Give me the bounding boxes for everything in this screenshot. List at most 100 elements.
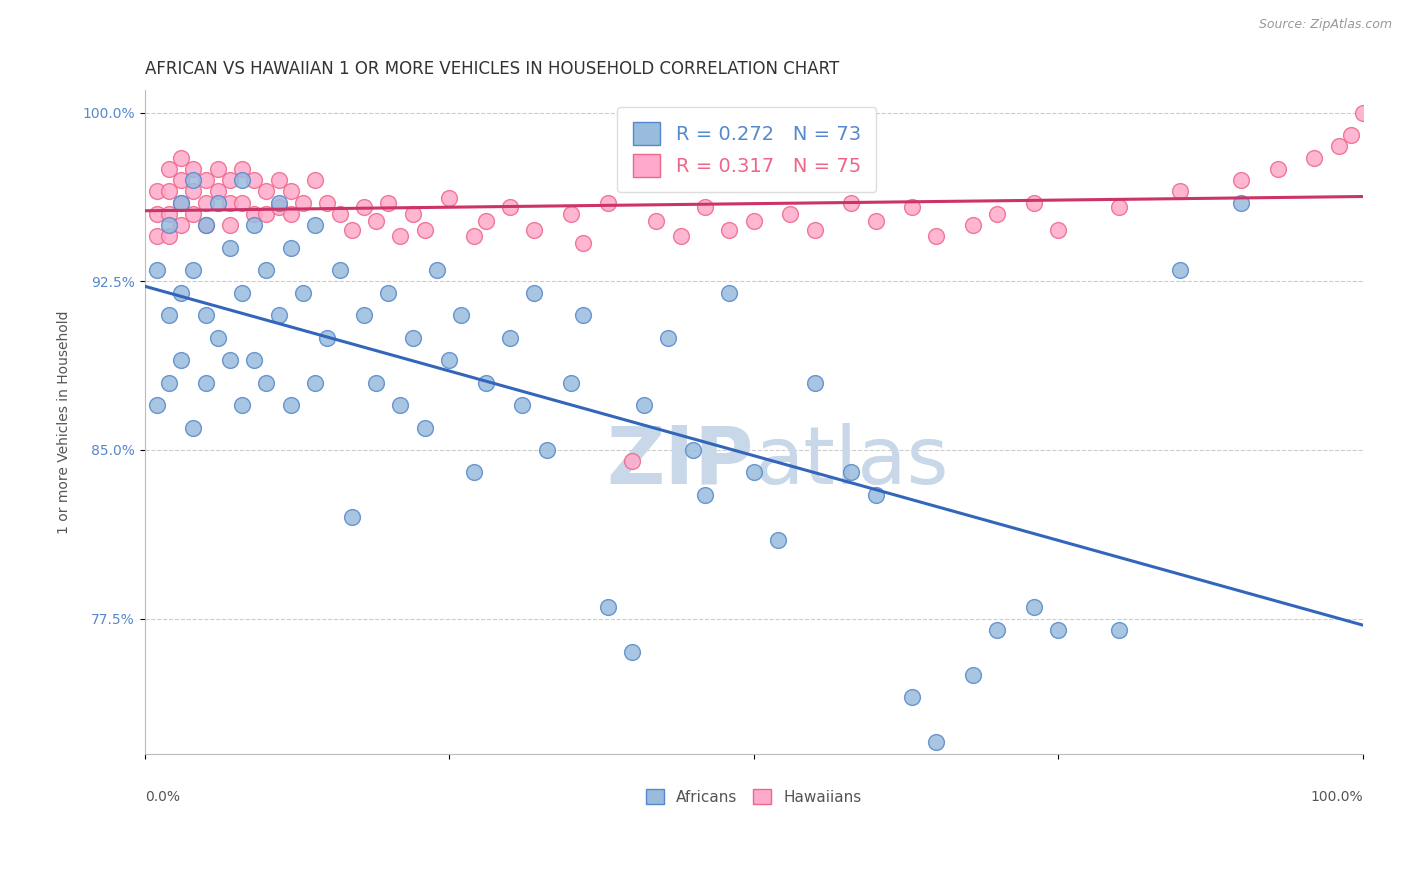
Point bbox=[437, 191, 460, 205]
Point bbox=[207, 330, 229, 344]
Point bbox=[207, 185, 229, 199]
Point bbox=[183, 185, 205, 199]
Point bbox=[243, 218, 266, 232]
Point bbox=[194, 218, 217, 232]
Point bbox=[256, 376, 278, 390]
Point bbox=[560, 376, 582, 390]
Point bbox=[1168, 185, 1191, 199]
Point bbox=[1022, 600, 1045, 615]
Point bbox=[207, 195, 229, 210]
Point bbox=[803, 222, 825, 236]
Point bbox=[865, 488, 887, 502]
Point bbox=[901, 690, 924, 705]
Point bbox=[693, 488, 716, 502]
Point bbox=[1267, 161, 1289, 176]
Point bbox=[157, 376, 180, 390]
Point bbox=[1327, 139, 1350, 153]
Point bbox=[474, 213, 496, 227]
Point bbox=[803, 376, 825, 390]
Point bbox=[766, 533, 789, 547]
Point bbox=[256, 185, 278, 199]
Point bbox=[329, 263, 352, 277]
Point bbox=[219, 218, 242, 232]
Point bbox=[1108, 200, 1130, 214]
Point bbox=[1230, 195, 1253, 210]
Point bbox=[183, 207, 205, 221]
Point bbox=[157, 308, 180, 322]
Point bbox=[231, 161, 253, 176]
Point bbox=[194, 376, 217, 390]
Point bbox=[839, 195, 862, 210]
Point bbox=[194, 218, 217, 232]
Point bbox=[669, 229, 692, 244]
Point bbox=[183, 161, 205, 176]
Point bbox=[536, 442, 558, 457]
Point bbox=[364, 213, 387, 227]
Point bbox=[657, 330, 679, 344]
Point bbox=[389, 229, 412, 244]
Point bbox=[1351, 105, 1374, 120]
Point bbox=[596, 195, 619, 210]
Point bbox=[633, 398, 655, 412]
Point bbox=[572, 308, 595, 322]
Point bbox=[718, 222, 741, 236]
Point bbox=[170, 195, 193, 210]
Point bbox=[865, 213, 887, 227]
Point bbox=[280, 185, 302, 199]
Point bbox=[231, 285, 253, 300]
Text: 100.0%: 100.0% bbox=[1310, 790, 1362, 804]
Point bbox=[437, 353, 460, 368]
Point bbox=[463, 466, 485, 480]
Point bbox=[523, 222, 546, 236]
Point bbox=[292, 285, 315, 300]
Point bbox=[340, 222, 363, 236]
Point bbox=[243, 353, 266, 368]
Point bbox=[219, 173, 242, 187]
Point bbox=[718, 285, 741, 300]
Point bbox=[401, 207, 423, 221]
Point bbox=[1047, 623, 1070, 637]
Point bbox=[1230, 173, 1253, 187]
Point bbox=[364, 376, 387, 390]
Text: atlas: atlas bbox=[754, 423, 948, 500]
Point bbox=[256, 207, 278, 221]
Point bbox=[146, 263, 169, 277]
Point bbox=[329, 207, 352, 221]
Point bbox=[194, 195, 217, 210]
Point bbox=[157, 218, 180, 232]
Point bbox=[157, 185, 180, 199]
Point bbox=[389, 398, 412, 412]
Point bbox=[401, 330, 423, 344]
Point bbox=[682, 442, 704, 457]
Point bbox=[779, 207, 801, 221]
Point bbox=[219, 353, 242, 368]
Legend: Africans, Hawaiians: Africans, Hawaiians bbox=[638, 780, 869, 813]
Point bbox=[353, 308, 375, 322]
Point bbox=[839, 466, 862, 480]
Point bbox=[499, 200, 522, 214]
Point bbox=[620, 645, 643, 659]
Point bbox=[170, 218, 193, 232]
Point bbox=[183, 420, 205, 434]
Point bbox=[377, 285, 399, 300]
Point bbox=[304, 218, 326, 232]
Point bbox=[304, 376, 326, 390]
Point bbox=[243, 173, 266, 187]
Point bbox=[231, 173, 253, 187]
Point bbox=[596, 600, 619, 615]
Point bbox=[620, 454, 643, 468]
Point bbox=[986, 623, 1008, 637]
Point bbox=[962, 218, 984, 232]
Point bbox=[267, 308, 290, 322]
Point bbox=[1108, 623, 1130, 637]
Point bbox=[645, 213, 668, 227]
Point bbox=[292, 195, 315, 210]
Point bbox=[316, 330, 339, 344]
Point bbox=[157, 161, 180, 176]
Point bbox=[267, 173, 290, 187]
Point bbox=[183, 173, 205, 187]
Point bbox=[280, 207, 302, 221]
Point bbox=[413, 222, 436, 236]
Point bbox=[146, 398, 169, 412]
Point bbox=[207, 161, 229, 176]
